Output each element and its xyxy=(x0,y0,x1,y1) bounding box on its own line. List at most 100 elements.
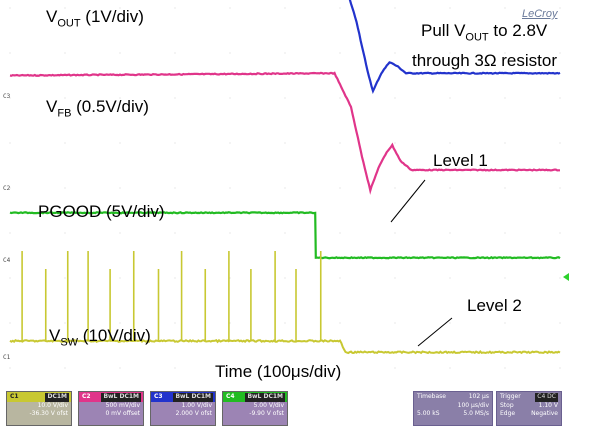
vout-label: VOUT (1V/div) xyxy=(46,7,144,30)
grid-dot xyxy=(339,187,341,189)
grid-dot xyxy=(229,7,231,9)
grid-dot xyxy=(559,322,561,324)
grid-dot xyxy=(394,367,396,369)
grid-dot xyxy=(559,277,561,279)
traces xyxy=(9,0,561,355)
grid-dot xyxy=(64,232,66,234)
grid-dot xyxy=(504,7,506,9)
grid-dot xyxy=(339,277,341,279)
grid-dot xyxy=(174,52,176,54)
grid-dot xyxy=(339,97,341,99)
grid-dot xyxy=(449,142,451,144)
grid-dot xyxy=(174,187,176,189)
trace-pgood xyxy=(9,211,561,260)
grid-dot xyxy=(504,322,506,324)
grid-dot xyxy=(449,187,451,189)
grid-dot xyxy=(559,187,561,189)
grid-dot xyxy=(174,7,176,9)
grid-dot xyxy=(559,232,561,234)
level1-pointer xyxy=(390,179,426,223)
grid-dot xyxy=(394,232,396,234)
grid-dot xyxy=(449,97,451,99)
grid-dot xyxy=(394,97,396,99)
grid-dot xyxy=(9,277,11,279)
grid-dot xyxy=(64,367,66,369)
channel-marker-c3: C3 xyxy=(3,93,11,100)
grid-dot xyxy=(64,52,66,54)
trigger-box[interactable]: Trigger C4 DC Stop 1.10 V Edge Negative xyxy=(496,391,562,426)
grid-dot xyxy=(229,187,231,189)
brand-logo: LeCroy xyxy=(522,8,558,20)
annotation-level1: Level 1 xyxy=(433,151,488,170)
grid-dot xyxy=(229,52,231,54)
grid-dot xyxy=(559,97,561,99)
grid-dot xyxy=(119,7,121,9)
grid-dot xyxy=(64,97,66,99)
grid-dot xyxy=(394,277,396,279)
grid-dot xyxy=(504,232,506,234)
grid-dot xyxy=(64,187,66,189)
grid-dot xyxy=(449,232,451,234)
grid-dot xyxy=(504,97,506,99)
grid-dot xyxy=(504,277,506,279)
annotation-level2: Level 2 xyxy=(467,296,522,315)
channel-marker-c2: C2 xyxy=(3,185,11,192)
channel-marker-c4: C4 xyxy=(3,257,11,264)
grid-dot xyxy=(339,7,341,9)
pgood-label: PGOOD (5V/div) xyxy=(38,202,165,221)
grid-dot xyxy=(394,187,396,189)
level2-pointer xyxy=(417,317,453,347)
grid-dot xyxy=(504,367,506,369)
grid-dot xyxy=(119,232,121,234)
grid-dot xyxy=(339,232,341,234)
grid-dot xyxy=(119,52,121,54)
scope-plot xyxy=(9,0,561,369)
grid-dot xyxy=(119,97,121,99)
grid-dot xyxy=(64,322,66,324)
timebase-box[interactable]: Timebase 102 μs 100 μs/div 5.00 kS 5.0 MS/… xyxy=(413,391,493,426)
grid-dot xyxy=(559,52,561,54)
grid-dot xyxy=(174,232,176,234)
grid-dot xyxy=(174,142,176,144)
grid-dot xyxy=(174,97,176,99)
grid-dot xyxy=(284,322,286,324)
grid-dot xyxy=(504,187,506,189)
grid-dot xyxy=(284,97,286,99)
grid-dot xyxy=(284,187,286,189)
channel-box-c1[interactable]: C1 DC1M 10.0 V/div -36.30 V ofst xyxy=(6,391,72,426)
grid-dot xyxy=(449,7,451,9)
grid-dot xyxy=(339,322,341,324)
time-axis-label: Time (100μs/div) xyxy=(213,362,344,381)
grid-dot xyxy=(9,97,11,99)
trace-vfb xyxy=(9,71,560,195)
vsw-label: VSW (10V/div) xyxy=(49,326,151,349)
grid-dot xyxy=(284,277,286,279)
grid-dot xyxy=(9,367,11,369)
channel-box-c2[interactable]: C2 BwL DC1M 500 mV/div 0 mV offset xyxy=(78,391,144,426)
grid-dot xyxy=(64,7,66,9)
grid-dot xyxy=(394,142,396,144)
grid xyxy=(9,7,561,369)
channel-box-c3[interactable]: C3 BwL DC1M 1.00 V/div 2.000 V ofst xyxy=(150,391,216,426)
grid-dot xyxy=(119,277,121,279)
grid-dot xyxy=(119,187,121,189)
grid-dot xyxy=(449,277,451,279)
grid-dot xyxy=(9,187,11,189)
grid-dot xyxy=(64,142,66,144)
grid-dot xyxy=(504,52,506,54)
channel-marker-c1: C1 xyxy=(3,354,11,361)
grid-dot xyxy=(284,52,286,54)
grid-dot xyxy=(284,7,286,9)
grid-dot xyxy=(449,367,451,369)
grid-dot xyxy=(449,52,451,54)
grid-dot xyxy=(119,367,121,369)
grid-dot xyxy=(174,322,176,324)
channel-box-c4[interactable]: C4 BwL DC1M 5.00 V/div -9.90 V ofst xyxy=(222,391,288,426)
vfb-label: VFB (0.5V/div) xyxy=(46,97,149,120)
grid-dot xyxy=(394,322,396,324)
grid-dot xyxy=(9,7,11,9)
trace-vsw xyxy=(9,338,561,355)
annotation-resistor: through 3Ω resistor xyxy=(412,51,557,70)
grid-dot xyxy=(339,52,341,54)
